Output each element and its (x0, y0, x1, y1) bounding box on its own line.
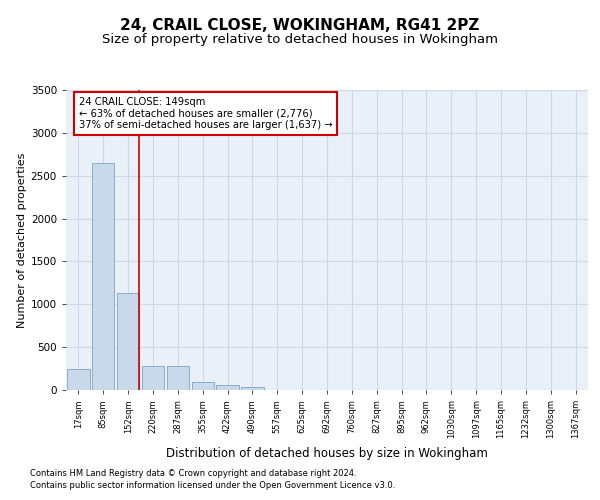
Text: Contains public sector information licensed under the Open Government Licence v3: Contains public sector information licen… (30, 481, 395, 490)
Text: Contains HM Land Registry data © Crown copyright and database right 2024.: Contains HM Land Registry data © Crown c… (30, 468, 356, 477)
Bar (217, 386, 239, 390)
Bar (167, 366, 189, 390)
Bar (142, 366, 164, 390)
Bar (241, 388, 263, 390)
Y-axis label: Number of detached properties: Number of detached properties (17, 152, 26, 328)
Bar (67, 368, 89, 390)
Text: 24 CRAIL CLOSE: 149sqm
← 63% of detached houses are smaller (2,776)
37% of semi-: 24 CRAIL CLOSE: 149sqm ← 63% of detached… (79, 97, 332, 130)
Text: Size of property relative to detached houses in Wokingham: Size of property relative to detached ho… (102, 32, 498, 46)
Bar (191, 382, 214, 390)
Bar (92, 163, 115, 390)
Bar (117, 293, 139, 390)
Text: 24, CRAIL CLOSE, WOKINGHAM, RG41 2PZ: 24, CRAIL CLOSE, WOKINGHAM, RG41 2PZ (121, 18, 479, 32)
X-axis label: Distribution of detached houses by size in Wokingham: Distribution of detached houses by size … (166, 446, 488, 460)
